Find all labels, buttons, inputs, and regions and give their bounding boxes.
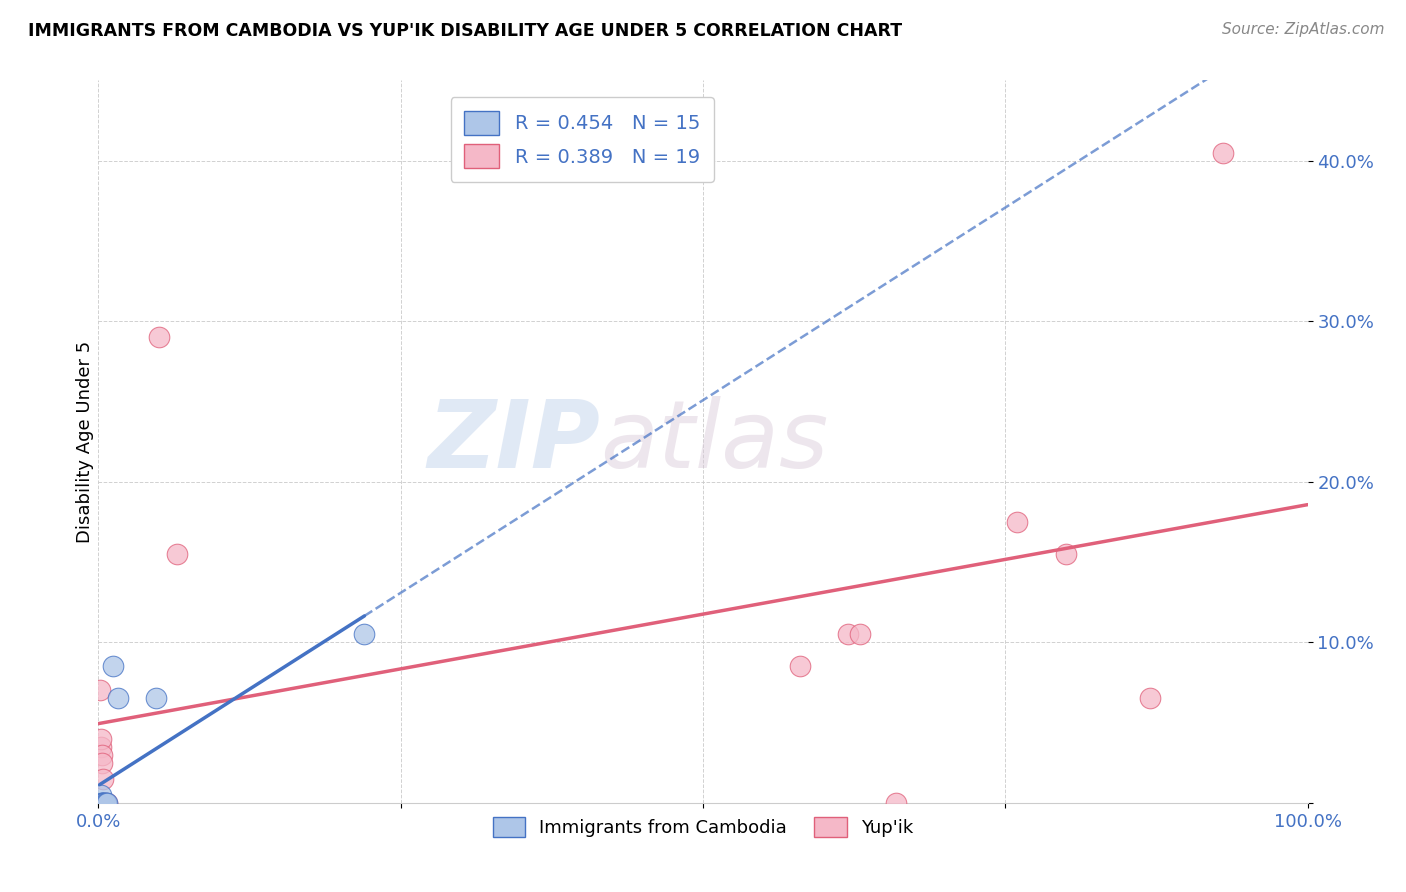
Point (1212, 145, 1234, 160)
Point (1007, 515, 1029, 529)
Point (94, 796, 117, 810)
Point (91, 747, 114, 762)
Point (91, 796, 114, 810)
Point (107, 691, 129, 706)
Point (91, 756, 114, 770)
Point (90, 731, 112, 746)
Y-axis label: Disability Age Under 5: Disability Age Under 5 (76, 341, 94, 542)
Point (90, 796, 112, 810)
Point (145, 691, 167, 706)
Point (1054, 547, 1077, 561)
Legend: Immigrants from Cambodia, Yup'ik: Immigrants from Cambodia, Yup'ik (485, 810, 921, 845)
Point (789, 659, 811, 673)
Point (849, 627, 872, 641)
Point (94, 796, 117, 810)
Point (91, 796, 114, 810)
Point (93, 796, 115, 810)
Point (90, 788, 112, 802)
Text: ZIP: ZIP (427, 395, 600, 488)
Point (353, 627, 375, 641)
Point (96, 796, 118, 810)
Point (91, 796, 114, 810)
Text: Source: ZipAtlas.com: Source: ZipAtlas.com (1222, 22, 1385, 37)
Text: atlas: atlas (600, 396, 828, 487)
Point (89, 796, 111, 810)
Point (93, 796, 115, 810)
Point (101, 659, 124, 673)
Point (837, 627, 859, 641)
Point (91, 772, 114, 786)
Point (90, 739, 112, 754)
Point (148, 330, 170, 344)
Point (94, 796, 117, 810)
Point (886, 796, 908, 810)
Point (1139, 691, 1161, 706)
Point (89, 683, 111, 698)
Point (166, 547, 188, 561)
Point (91, 796, 114, 810)
Text: IMMIGRANTS FROM CAMBODIA VS YUP'IK DISABILITY AGE UNDER 5 CORRELATION CHART: IMMIGRANTS FROM CAMBODIA VS YUP'IK DISAB… (28, 22, 903, 40)
Point (96, 796, 118, 810)
